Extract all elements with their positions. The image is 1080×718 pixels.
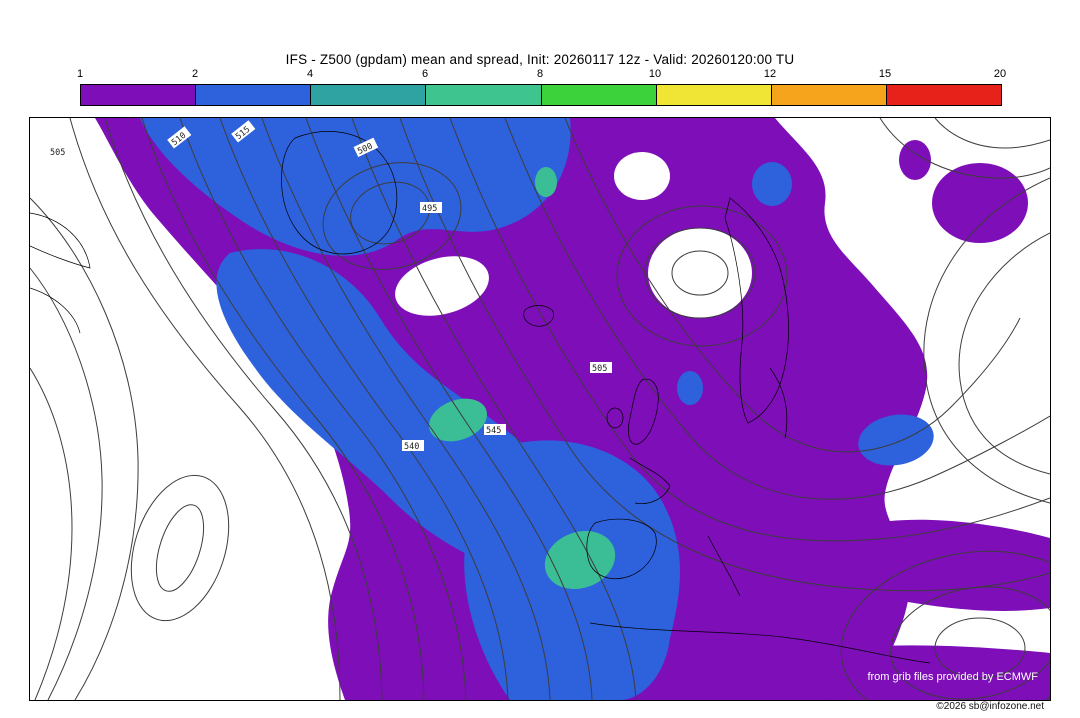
contour-line <box>934 118 1050 149</box>
coastline <box>628 378 659 445</box>
coastline <box>629 457 671 504</box>
spread-region-1-2 <box>932 163 1028 243</box>
coastline <box>30 287 81 334</box>
page-title: IFS - Z500 (gpdam) mean and spread, Init… <box>285 52 795 67</box>
contour-line <box>879 118 1050 179</box>
coastline <box>724 197 789 424</box>
coastline <box>589 622 931 664</box>
contour-line <box>644 227 756 319</box>
colorbar-tick: 15 <box>878 68 892 80</box>
spread-region-4-6 <box>535 167 557 197</box>
colorbar-segment <box>311 85 427 105</box>
contour-line <box>564 118 1021 453</box>
spread-region-2-4 <box>677 371 703 405</box>
colorbar-segment <box>541 85 657 105</box>
contour-line <box>130 474 230 622</box>
contour-line <box>30 267 103 700</box>
spread-fill-layer <box>95 118 1050 700</box>
svg-text:505: 505 <box>592 364 607 374</box>
spread-region-4-6 <box>544 530 616 590</box>
contour-layer <box>30 118 1050 700</box>
spread-region-2-4 <box>858 414 934 466</box>
contour-line <box>671 250 729 296</box>
contour-line <box>30 197 139 700</box>
colorbar-segment <box>426 85 542 105</box>
colorbar-segment <box>886 85 1001 105</box>
colorbar-tick: 20 <box>993 68 1007 80</box>
colorbar-segment <box>771 85 887 105</box>
contour-line <box>219 118 509 700</box>
coastline <box>586 518 657 580</box>
contour-label: 495 <box>420 202 442 214</box>
colorbar-tick: 10 <box>648 68 662 80</box>
map-svg: 505 510 515 500 495 <box>30 118 1050 700</box>
contour-line <box>934 617 1026 679</box>
contour-line <box>840 550 1050 700</box>
contour-label: 505 <box>590 362 612 374</box>
low-spread-hole <box>648 228 752 318</box>
contour-line <box>958 232 1050 475</box>
contour-line <box>322 162 462 270</box>
svg-text:545: 545 <box>486 426 501 436</box>
svg-text:540: 540 <box>404 442 419 452</box>
spread-region-2-4 <box>752 162 792 206</box>
credits-text: from grib files provided by ECMWF <box>867 671 1038 683</box>
contour-line <box>890 586 1050 700</box>
contour-label-layer: 505 510 515 500 495 <box>48 120 612 452</box>
spread-region-4-6 <box>428 398 488 442</box>
svg-text:495: 495 <box>422 204 437 214</box>
colorbar-tick: 8 <box>536 68 544 80</box>
coastline <box>523 305 554 327</box>
contour-line <box>69 118 341 700</box>
contour-line <box>923 177 1050 504</box>
contour-line <box>449 118 1050 542</box>
contour-line <box>179 118 467 700</box>
contour-line <box>141 118 425 700</box>
contour-label: 540 <box>402 440 424 452</box>
colorbar-tick: 6 <box>421 68 429 80</box>
contour-label: 505 <box>48 146 70 158</box>
coastline <box>769 367 788 439</box>
spread-region-1-2 <box>867 519 1050 611</box>
colorbar-segment <box>81 85 197 105</box>
map-canvas: 505 510 515 500 495 <box>29 117 1051 701</box>
colorbar-tick: 1 <box>76 68 84 80</box>
contour-line <box>155 504 205 592</box>
colorbar <box>80 84 1002 106</box>
contour-label: 545 <box>484 424 506 436</box>
svg-text:505: 505 <box>50 148 65 158</box>
spread-region-1-2 <box>899 140 931 180</box>
coastline <box>606 407 624 429</box>
coastline <box>30 212 91 269</box>
contour-line <box>104 118 383 700</box>
contour-line <box>261 118 551 700</box>
colorbar-tick: 4 <box>306 68 314 80</box>
low-spread-hole <box>614 152 670 200</box>
contour-line <box>30 367 73 700</box>
spread-region-1-2 <box>808 645 1050 700</box>
contour-line <box>399 118 1050 592</box>
colorbar-ticks: 1 2 4 6 8 10 12 15 20 <box>76 68 1006 81</box>
contour-line <box>305 118 593 700</box>
colorbar-segment <box>196 85 312 105</box>
colorbar-tick: 2 <box>191 68 199 80</box>
colorbar-tick: 12 <box>763 68 777 80</box>
contour-line <box>616 205 788 347</box>
copyright-text: ©2026 sb@infozone.net <box>936 701 1044 712</box>
coastline <box>707 535 741 597</box>
colorbar-segment <box>656 85 772 105</box>
contour-line <box>351 118 637 700</box>
contour-line <box>504 118 1050 500</box>
